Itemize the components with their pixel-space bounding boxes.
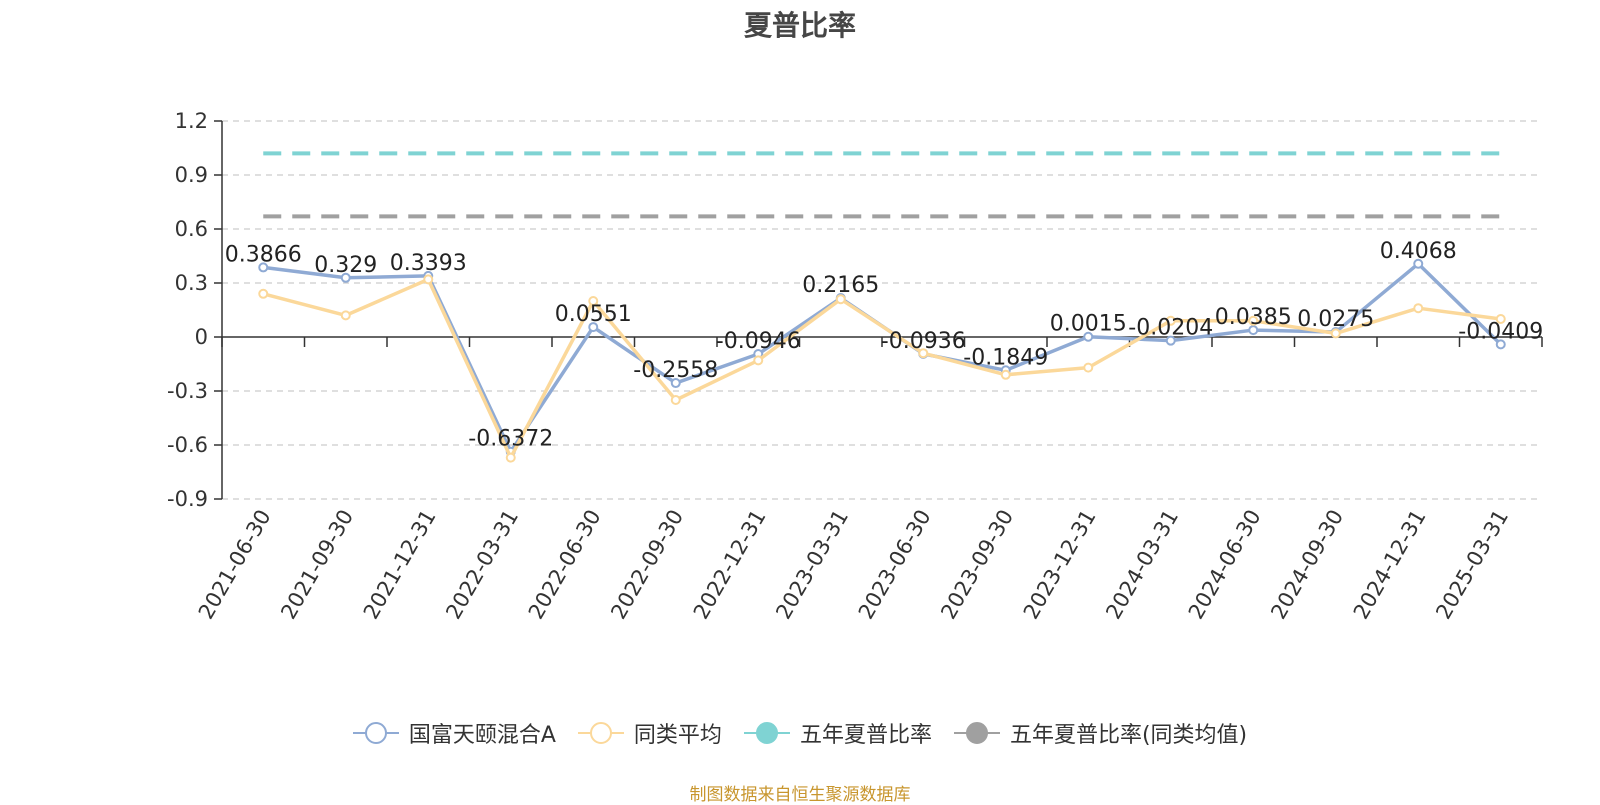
x-tick-label: 2021-12-31 — [359, 506, 441, 624]
data-point — [1495, 314, 1506, 324]
x-tick-label: 2022-12-31 — [689, 506, 771, 624]
data-label: -0.6372 — [468, 427, 553, 452]
y-tick-label: 0 — [195, 325, 208, 349]
data-label: 0.0551 — [555, 302, 632, 327]
legend-marker-icon — [352, 722, 399, 744]
data-point — [340, 310, 351, 321]
data-label: 0.4068 — [1380, 239, 1457, 264]
data-label: -0.2558 — [633, 358, 718, 383]
x-tick-label: 2022-09-30 — [606, 506, 688, 624]
data-point — [1413, 303, 1424, 314]
data-point — [1165, 315, 1176, 326]
data-point — [1248, 325, 1259, 336]
x-tick-label: 2023-09-30 — [936, 506, 1018, 624]
data-label: 0.2165 — [802, 273, 879, 298]
legend-label: 五年夏普比率 — [799, 723, 932, 748]
data-point — [423, 274, 434, 285]
y-tick-label: 0.9 — [175, 163, 208, 187]
data-point — [1330, 328, 1341, 339]
data-label: 0.3393 — [390, 251, 467, 276]
reference-lines — [263, 151, 1501, 219]
data-point — [835, 294, 846, 305]
x-tick-label: 2023-12-31 — [1019, 506, 1101, 624]
legend-label: 同类平均 — [633, 723, 722, 748]
data-label: -0.0204 — [1128, 316, 1213, 341]
x-tick-label: 2022-03-31 — [441, 506, 523, 624]
data-point — [1083, 362, 1094, 373]
series-line — [263, 262, 1502, 454]
data-point — [588, 322, 599, 333]
data-point — [670, 378, 681, 389]
data-labels: 0.3866 0.329 0.3393 -0.6372 0.0551 -0.2558 -0.… — [225, 239, 1543, 452]
data-point — [258, 288, 269, 299]
y-tick-label: 0.6 — [175, 217, 208, 241]
x-tick-label: 2022-06-30 — [524, 506, 606, 624]
source-note: 制图数据来自恒生聚源数据库 — [689, 785, 911, 805]
data-point — [258, 262, 269, 273]
data-label: -0.0409 — [1458, 319, 1543, 344]
data-point — [505, 452, 516, 463]
data-label: 0.3866 — [225, 242, 302, 267]
x-tick-label: 2024-12-31 — [1349, 506, 1431, 624]
grid-lines — [222, 120, 1542, 500]
legend-label: 五年夏普比率(同类均值) — [1009, 723, 1248, 748]
data-point — [753, 355, 764, 366]
x-tick-label: 2025-03-31 — [1431, 506, 1513, 624]
data-point — [918, 348, 929, 359]
y-tick-label: -0.9 — [167, 487, 208, 511]
data-point — [1083, 331, 1094, 342]
data-point — [1248, 315, 1259, 326]
data-label: 0.0015 — [1050, 312, 1127, 337]
legend-item[interactable]: 同类平均 — [577, 717, 722, 749]
x-tick-label: 2023-06-30 — [854, 506, 936, 624]
x-tick-label: 2021-09-30 — [276, 506, 358, 624]
series-lines — [258, 258, 1506, 463]
x-tick-label: 2023-03-31 — [771, 506, 853, 624]
legend-marker-icon — [953, 722, 1000, 744]
x-tick-label: 2024-09-30 — [1266, 506, 1348, 624]
data-label: 0.329 — [314, 253, 377, 278]
y-tick-label: -0.6 — [167, 433, 208, 457]
data-point — [1413, 258, 1424, 269]
legend: 国富天颐混合A 同类平均 五年夏普比率 五年夏普比率(同类均值) — [0, 717, 1600, 749]
x-tick-label: 2024-03-31 — [1101, 506, 1183, 624]
data-point — [1495, 339, 1506, 350]
data-point — [340, 272, 351, 283]
y-tick-label: 0.3 — [175, 271, 208, 295]
legend-marker-icon — [743, 722, 790, 744]
data-label: 0.0275 — [1297, 307, 1374, 332]
data-point — [1165, 335, 1176, 346]
data-point — [670, 395, 681, 405]
legend-item[interactable]: 国富天颐混合A — [352, 717, 556, 749]
data-point — [1000, 369, 1011, 380]
legend-item[interactable]: 五年夏普比率 — [743, 717, 932, 749]
data-label: -0.1849 — [963, 345, 1048, 370]
y-tick-label: 1.2 — [175, 109, 208, 133]
data-label: -0.0936 — [881, 329, 966, 354]
legend-item[interactable]: 五年夏普比率(同类均值) — [953, 717, 1248, 749]
legend-label: 国富天颐混合A — [408, 723, 556, 748]
series-line — [262, 277, 1501, 460]
chart-title: 夏普比率 — [743, 9, 856, 42]
legend-marker-icon — [577, 722, 624, 744]
y-tick-label: -0.3 — [167, 379, 208, 403]
data-label: 0.0385 — [1215, 305, 1292, 330]
data-point — [588, 296, 599, 306]
x-tick-label: 2021-06-30 — [194, 506, 276, 624]
data-label: -0.0946 — [716, 329, 801, 354]
x-tick-label: 2024-06-30 — [1184, 506, 1266, 624]
